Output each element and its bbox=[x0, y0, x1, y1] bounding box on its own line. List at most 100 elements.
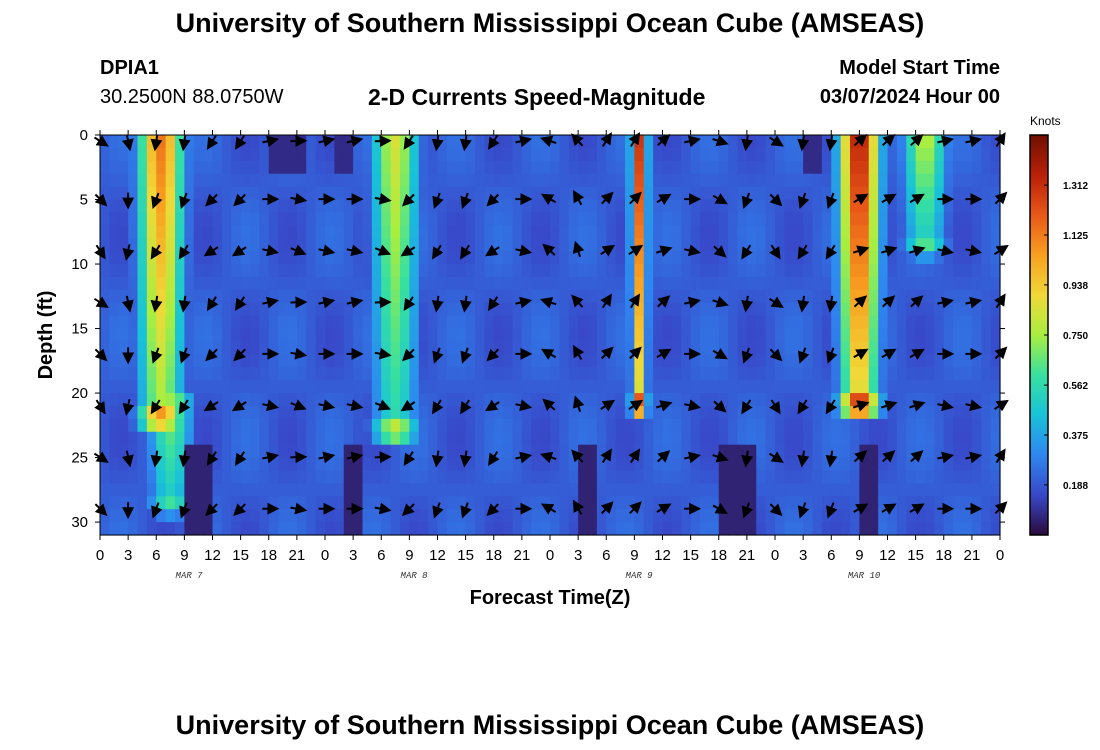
heatmap-cell bbox=[803, 354, 814, 368]
heatmap-cell bbox=[596, 509, 607, 523]
heatmap-cell bbox=[550, 405, 560, 420]
heatmap-cell bbox=[146, 238, 157, 252]
heatmap-cell bbox=[343, 470, 354, 484]
current-arrow bbox=[486, 348, 500, 362]
heatmap-cell bbox=[240, 405, 251, 420]
current-arrow bbox=[459, 134, 472, 152]
heatmap-cell bbox=[446, 496, 457, 510]
heatmap-cell bbox=[700, 470, 710, 484]
heatmap-cell bbox=[212, 367, 223, 381]
heatmap-cell bbox=[578, 160, 589, 175]
heatmap-cell bbox=[896, 135, 907, 149]
heatmap-cell bbox=[868, 289, 879, 304]
heatmap-cell bbox=[896, 276, 907, 291]
heatmap-cell bbox=[803, 186, 814, 201]
heatmap-cell bbox=[221, 225, 232, 239]
heatmap-cell bbox=[737, 315, 748, 330]
heatmap-cell bbox=[934, 470, 945, 484]
current-arrow bbox=[712, 450, 729, 463]
heatmap-cell bbox=[221, 418, 232, 433]
heatmap-cell bbox=[550, 160, 560, 175]
current-arrow bbox=[909, 348, 925, 360]
heatmap-cell bbox=[540, 457, 551, 472]
heatmap-cell bbox=[493, 393, 504, 407]
heatmap-cell bbox=[831, 160, 842, 175]
heatmap-cell bbox=[128, 367, 139, 381]
heatmap-cell bbox=[587, 496, 598, 510]
heatmap-cell bbox=[540, 470, 551, 484]
heatmap-cell bbox=[475, 367, 485, 381]
current-arrow bbox=[488, 134, 500, 150]
heatmap-cell bbox=[728, 457, 739, 472]
heatmap-cell bbox=[240, 225, 251, 239]
current-arrow bbox=[262, 244, 280, 257]
heatmap-cell bbox=[831, 173, 842, 188]
heatmap-cell bbox=[915, 341, 926, 355]
heatmap-cell bbox=[240, 470, 251, 484]
heatmap-cell bbox=[221, 509, 232, 523]
y-tick-label: 20 bbox=[71, 385, 88, 402]
heatmap-cell bbox=[896, 251, 907, 265]
heatmap-cell bbox=[343, 444, 354, 459]
heatmap-cell bbox=[840, 341, 851, 355]
heatmap-cell bbox=[746, 302, 757, 317]
heatmap-cell bbox=[315, 302, 326, 317]
heatmap-cell bbox=[868, 457, 879, 472]
heatmap-cell bbox=[531, 173, 542, 188]
heatmap-cell bbox=[128, 431, 139, 446]
heatmap-cell bbox=[259, 160, 270, 175]
current-arrow bbox=[826, 347, 838, 364]
heatmap-cell bbox=[193, 264, 204, 278]
heatmap-cell bbox=[343, 380, 354, 394]
heatmap-cell bbox=[784, 173, 795, 188]
heatmap-cell bbox=[934, 302, 945, 317]
heatmap-cell bbox=[100, 522, 110, 536]
heatmap-cell bbox=[371, 212, 382, 226]
heatmap-cell bbox=[137, 147, 148, 162]
heatmap-cell bbox=[915, 457, 926, 472]
heatmap-cell bbox=[756, 225, 767, 239]
heatmap-cell bbox=[268, 328, 279, 343]
current-arrow bbox=[234, 451, 247, 466]
heatmap-cell bbox=[925, 444, 935, 459]
heatmap-cell bbox=[409, 483, 420, 497]
heatmap-cell bbox=[221, 302, 232, 317]
x-tick-label: 18 bbox=[935, 547, 952, 564]
current-arrow bbox=[880, 400, 898, 412]
heatmap-cell bbox=[596, 315, 607, 330]
heatmap-cell bbox=[962, 199, 973, 214]
heatmap-cell bbox=[146, 380, 157, 394]
heatmap-cell bbox=[240, 289, 251, 304]
heatmap-cell bbox=[296, 302, 307, 317]
heatmap-cell bbox=[559, 302, 570, 317]
heatmap-cell bbox=[512, 199, 523, 214]
current-arrow bbox=[539, 135, 557, 148]
heatmap-cell bbox=[118, 418, 129, 433]
current-arrow bbox=[684, 296, 701, 309]
heatmap-cell bbox=[990, 431, 1001, 446]
heatmap-cell bbox=[821, 264, 832, 278]
heatmap-cell bbox=[268, 483, 279, 497]
current-arrow bbox=[206, 296, 219, 312]
heatmap-cell bbox=[418, 354, 429, 368]
heatmap-cell bbox=[821, 173, 832, 188]
heatmap-cell bbox=[915, 302, 926, 317]
heatmap-cell bbox=[775, 264, 785, 278]
heatmap-cell bbox=[118, 160, 129, 175]
heatmap-cell bbox=[165, 186, 176, 201]
current-arrow bbox=[122, 244, 135, 261]
heatmap-cell bbox=[456, 393, 467, 407]
heatmap-cell bbox=[212, 173, 223, 188]
heatmap-cell bbox=[362, 522, 373, 536]
heatmap-cell bbox=[409, 289, 420, 304]
heatmap-cell bbox=[259, 238, 270, 252]
heatmap-cell bbox=[990, 289, 1001, 304]
heatmap-cell bbox=[118, 483, 129, 497]
heatmap-cell bbox=[831, 328, 842, 343]
heatmap-cell bbox=[184, 173, 195, 188]
heatmap-cell bbox=[831, 405, 842, 420]
heatmap-cell bbox=[596, 225, 607, 239]
heatmap-cell bbox=[559, 380, 570, 394]
heatmap-cell bbox=[334, 367, 345, 381]
heatmap-cell bbox=[775, 328, 785, 343]
